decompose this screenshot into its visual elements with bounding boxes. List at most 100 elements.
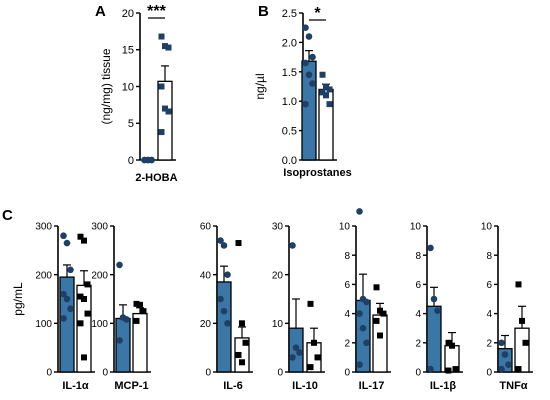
data-point xyxy=(162,105,168,112)
y-tick-label: 4 xyxy=(344,309,350,320)
chart-0-group: 0 5 10 15 20 (ng/mg) tissue 2-HOBA *** xyxy=(99,3,178,184)
y-tick-label: 0 xyxy=(102,368,108,379)
y-tick-label: 0.0 xyxy=(282,155,297,167)
data-point xyxy=(309,53,316,61)
y-tick-label: 2.0 xyxy=(282,37,297,49)
bar-open xyxy=(514,327,530,373)
y-tick-label: 40 xyxy=(200,270,212,281)
data-point xyxy=(235,240,242,247)
y-tick-label: 300 xyxy=(35,222,52,233)
data-point xyxy=(158,33,165,40)
panel-letter-b: B xyxy=(258,3,269,20)
data-point xyxy=(363,298,370,306)
data-point xyxy=(427,365,434,373)
data-point xyxy=(498,339,505,347)
category-label: IL-10 xyxy=(292,380,318,392)
y-tick-label: 20 xyxy=(122,8,134,20)
bar-open xyxy=(157,80,173,161)
y-tick-label: 8 xyxy=(344,251,350,262)
data-point xyxy=(123,316,130,323)
data-point xyxy=(515,366,522,373)
y-tick-label: 8 xyxy=(486,251,492,262)
data-point xyxy=(289,354,296,361)
data-point xyxy=(501,351,509,358)
data-point xyxy=(319,89,326,96)
y-tick-label: 0 xyxy=(46,368,52,379)
y-tick-label: 4 xyxy=(415,309,421,320)
chart-6-group: 0 2 4 6 8 10 IL-17 xyxy=(339,208,391,392)
data-point xyxy=(323,92,329,99)
y-tick-label: 2 xyxy=(344,338,350,349)
data-point xyxy=(239,359,245,366)
data-point xyxy=(224,320,231,327)
data-point xyxy=(356,310,363,317)
y-axis-label: pg/mL xyxy=(11,282,25,316)
data-point xyxy=(427,244,434,252)
y-tick-label: 10 xyxy=(410,222,422,233)
y-tick-label: 10 xyxy=(272,319,284,330)
data-point xyxy=(305,71,313,79)
y-tick-label: 1.0 xyxy=(282,96,297,108)
y-tick-label: 6 xyxy=(344,280,350,291)
data-point xyxy=(148,156,155,164)
chart-2-group: 0 100 200 300 pg/mL IL-1α xyxy=(11,222,95,392)
data-point xyxy=(356,208,363,215)
category-label: 2-HOBA xyxy=(135,172,177,184)
bar-open xyxy=(318,88,334,161)
data-point xyxy=(81,296,87,302)
data-point xyxy=(359,324,367,332)
data-point xyxy=(302,100,309,108)
chart-7-group: 0 2 4 6 8 10 IL-1β xyxy=(410,222,463,392)
y-tick-label: 300 xyxy=(91,222,108,233)
data-point xyxy=(302,24,309,32)
category-label: MCP-1 xyxy=(114,380,148,392)
panel-letter-a: A xyxy=(95,3,106,20)
category-label: IL-1α xyxy=(62,380,89,392)
y-tick-label: 20 xyxy=(200,319,212,330)
data-point xyxy=(81,237,87,244)
data-point xyxy=(242,339,249,346)
y-tick-label: 2.5 xyxy=(282,8,297,20)
y-tick-label: 60 xyxy=(200,222,212,233)
y-tick-label: 0 xyxy=(344,368,350,379)
category-label: IL-17 xyxy=(359,380,385,392)
data-point xyxy=(323,83,329,90)
y-tick-label: 5 xyxy=(128,118,134,130)
data-point xyxy=(77,320,84,327)
data-point xyxy=(445,367,452,374)
data-point xyxy=(377,307,383,314)
y-tick-label: 0.5 xyxy=(282,126,297,138)
data-point xyxy=(311,339,317,346)
data-point xyxy=(430,295,438,303)
data-point xyxy=(519,317,525,324)
data-point xyxy=(307,364,314,371)
y-tick-label: 8 xyxy=(415,251,421,262)
data-point xyxy=(434,307,441,314)
y-tick-label: 15 xyxy=(122,45,134,57)
data-point xyxy=(498,365,505,373)
significance-marker: * xyxy=(314,5,321,22)
category-label: TNFα xyxy=(499,380,527,392)
data-point xyxy=(449,342,455,349)
data-point xyxy=(81,354,87,361)
y-tick-label: 0 xyxy=(128,155,134,167)
data-point xyxy=(296,349,303,356)
data-point xyxy=(314,354,321,361)
y-tick-label: 0 xyxy=(205,368,211,379)
data-point xyxy=(522,339,529,346)
data-point xyxy=(356,361,363,369)
y-tick-label: 2 xyxy=(415,338,421,349)
data-point xyxy=(84,281,91,288)
data-point xyxy=(162,43,168,50)
data-point xyxy=(140,308,147,315)
data-point xyxy=(377,332,383,339)
data-point xyxy=(165,44,172,51)
data-point xyxy=(133,300,140,307)
y-tick-label: 6 xyxy=(486,280,492,291)
data-point xyxy=(292,344,300,351)
data-point xyxy=(63,239,71,247)
chart-1-group: 0.0 0.5 1.0 1.5 2.0 2.5 ng/µl Isoprostanes * xyxy=(253,5,352,179)
data-point xyxy=(84,310,91,317)
data-point xyxy=(165,108,172,115)
chart-8-group: 0 2 4 6 8 10 TNFα xyxy=(481,222,533,392)
